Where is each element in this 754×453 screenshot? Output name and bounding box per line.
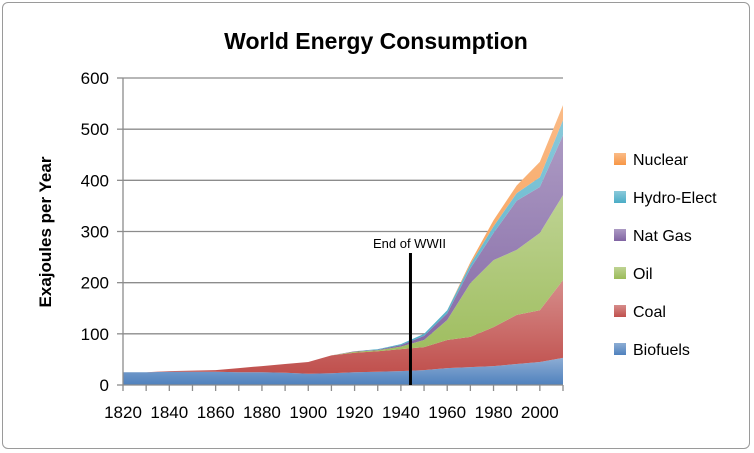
y-tick-label: 400 — [81, 171, 109, 190]
x-tick-label: 1860 — [197, 403, 235, 422]
annotation-label: End of WWII — [373, 236, 446, 251]
y-axis-label: Exajoules per Year — [36, 156, 55, 307]
legend-label: Biofuels — [633, 342, 690, 359]
x-tick-label: 1980 — [475, 403, 513, 422]
legend-swatch — [614, 267, 626, 279]
area-oil — [123, 195, 563, 373]
area-coal — [123, 280, 563, 374]
legend-swatch — [614, 229, 626, 241]
x-tick-label: 1900 — [289, 403, 327, 422]
y-tick-label: 600 — [81, 69, 109, 88]
chart-title: World Energy Consumption — [224, 28, 528, 54]
x-tick-label: 1880 — [243, 403, 281, 422]
x-tick-label: 1920 — [336, 403, 374, 422]
legend-item: Oil — [614, 266, 653, 283]
x-tick-label: 2000 — [521, 403, 559, 422]
legend-label: Oil — [633, 266, 653, 283]
legend-label: Hydro-Elect — [633, 190, 717, 207]
legend-label: Nat Gas — [633, 228, 692, 245]
x-tick-label: 1820 — [104, 403, 142, 422]
x-tick-label: 1960 — [428, 403, 466, 422]
y-tick-label: 300 — [81, 223, 109, 242]
legend-item: Nat Gas — [614, 228, 692, 245]
x-tick-label: 1940 — [382, 403, 420, 422]
legend-swatch — [614, 305, 626, 317]
legend-swatch — [614, 343, 626, 355]
y-tick-label: 100 — [81, 325, 109, 344]
legend-swatch — [614, 153, 626, 165]
x-tick-label: 1840 — [150, 403, 188, 422]
y-tick-label: 0 — [100, 376, 109, 395]
legend-label: Coal — [633, 304, 666, 321]
y-tick-label: 200 — [81, 274, 109, 293]
y-tick-label: 500 — [81, 120, 109, 139]
area-biofuels — [123, 357, 563, 385]
legend-item: Biofuels — [614, 342, 690, 359]
chart-frame — [2, 2, 750, 449]
legend-item: Nuclear — [614, 152, 689, 169]
legend-item: Hydro-Elect — [614, 190, 717, 207]
legend-item: Coal — [614, 304, 666, 321]
legend-swatch — [614, 191, 626, 203]
legend-label: Nuclear — [633, 152, 689, 169]
